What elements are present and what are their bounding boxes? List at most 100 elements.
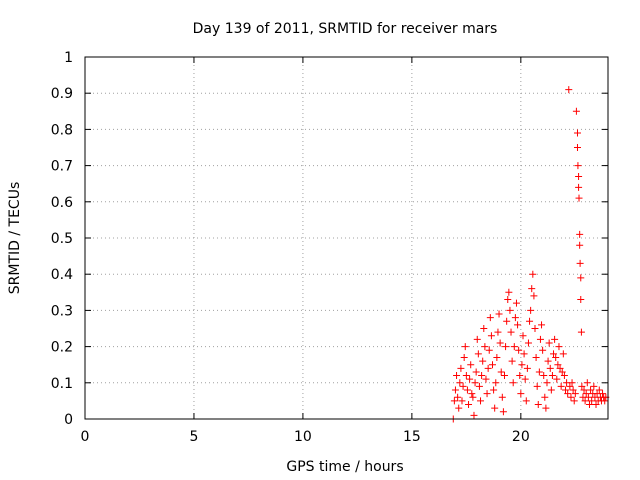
data-point	[576, 259, 584, 267]
data-point	[583, 379, 591, 387]
data-point	[547, 386, 555, 394]
data-point	[592, 401, 600, 409]
data-point	[450, 397, 458, 405]
y-tick-label: 0.9	[51, 86, 73, 102]
data-point	[575, 172, 583, 180]
data-point	[497, 368, 505, 376]
data-point	[486, 314, 494, 322]
chart-title: Day 139 of 2011, SRMTID for receiver mar…	[193, 21, 498, 37]
data-point	[459, 382, 467, 390]
data-point	[555, 343, 563, 351]
data-point	[453, 372, 461, 380]
data-point	[564, 390, 572, 398]
data-point	[551, 335, 559, 343]
data-point	[461, 343, 469, 351]
data-point	[580, 386, 588, 394]
data-point	[504, 296, 512, 304]
data-point	[575, 194, 583, 202]
data-point	[553, 375, 561, 383]
data-point	[526, 317, 534, 325]
y-tick-label: 0.1	[51, 376, 73, 392]
data-point	[554, 361, 562, 369]
data-point	[478, 372, 486, 380]
data-point	[552, 353, 560, 361]
data-point	[505, 288, 513, 296]
x-tick-label: 20	[512, 429, 530, 445]
axis-ticks: 0 5 10 15 20 0 0.1 0.2 0.3 0.4 0.5 0.6 0.7 0.8 0.9 1	[51, 50, 608, 445]
data-point	[506, 306, 514, 314]
data-point	[469, 393, 477, 401]
data-point	[489, 361, 497, 369]
data-point	[544, 357, 552, 365]
plot-frame	[84, 56, 609, 420]
data-point	[482, 375, 490, 383]
data-point	[577, 296, 585, 304]
data-point	[479, 357, 487, 365]
x-tick-label: 10	[294, 429, 312, 445]
data-point	[599, 390, 607, 398]
data-point	[536, 335, 544, 343]
data-point	[528, 285, 536, 293]
data-point	[477, 397, 485, 405]
data-point	[457, 364, 465, 372]
data-point	[480, 325, 488, 332]
data-point	[473, 335, 481, 343]
y-tick-label: 0.4	[51, 267, 73, 283]
data-point	[508, 357, 516, 365]
data-point	[487, 332, 495, 340]
data-point	[484, 364, 492, 372]
data-point	[577, 328, 585, 336]
data-point	[522, 397, 530, 405]
data-point	[588, 397, 596, 405]
data-point	[581, 397, 589, 405]
data-point	[587, 386, 595, 394]
data-point	[562, 386, 570, 394]
data-point	[468, 390, 476, 398]
data-point	[548, 372, 556, 380]
data-point	[520, 350, 528, 358]
data-point	[595, 386, 603, 394]
data-point	[559, 350, 567, 358]
data-point	[524, 339, 532, 347]
data-point	[472, 368, 480, 376]
x-axis-label: GPS time / hours	[286, 459, 403, 475]
data-point	[470, 411, 478, 419]
data-point	[475, 382, 483, 390]
data-point	[576, 230, 584, 238]
y-tick-label: 0.5	[51, 231, 73, 247]
data-point	[584, 393, 592, 401]
data-point	[601, 397, 609, 405]
data-point	[578, 382, 586, 390]
data-point	[533, 382, 541, 390]
data-point	[590, 382, 598, 390]
x-tick-label: 5	[189, 429, 198, 445]
data-point	[535, 368, 543, 376]
data-point	[566, 382, 574, 390]
data-point	[515, 346, 523, 354]
data-point	[546, 364, 554, 372]
data-point	[558, 368, 566, 376]
data-point	[519, 332, 527, 340]
data-point	[530, 292, 538, 300]
y-tick-label: 0.8	[51, 122, 73, 138]
data-point	[567, 393, 575, 401]
data-point	[500, 372, 508, 380]
data-point	[511, 314, 519, 322]
data-point	[465, 401, 473, 409]
y-tick-label: 0.3	[51, 303, 73, 319]
y-tick-label: 0	[64, 412, 73, 428]
data-point	[518, 361, 526, 369]
x-tick-label: 0	[81, 429, 90, 445]
data-point	[460, 353, 468, 361]
data-point	[496, 339, 504, 347]
data-point	[574, 162, 582, 170]
data-point	[539, 346, 547, 354]
data-point	[540, 372, 548, 380]
data-point	[550, 350, 558, 358]
data-point	[503, 317, 511, 325]
data-point	[467, 361, 475, 369]
data-point	[509, 379, 517, 387]
data-point	[571, 390, 579, 398]
data-point	[474, 350, 482, 358]
